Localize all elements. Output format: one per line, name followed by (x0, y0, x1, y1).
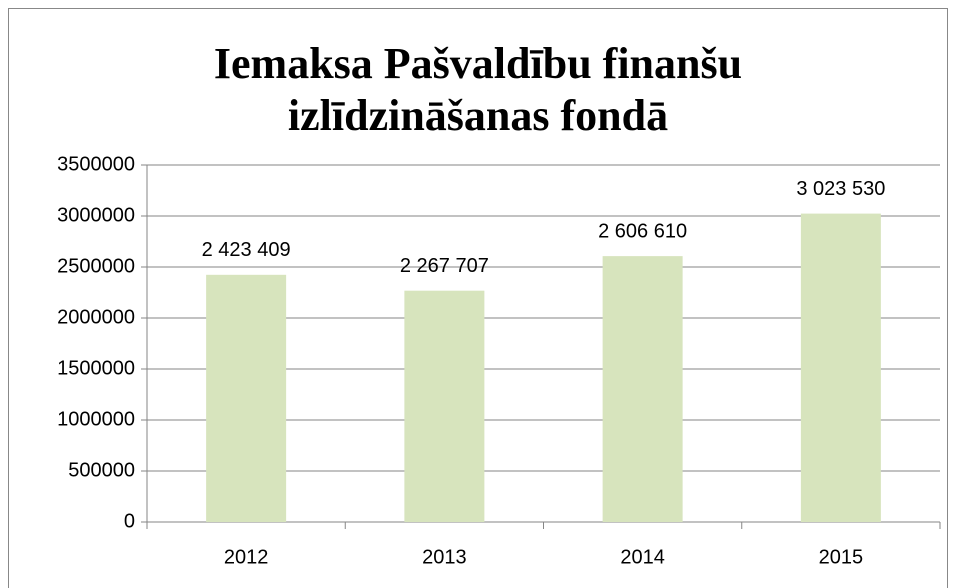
bar (602, 256, 683, 522)
y-tick-label: 3000000 (57, 204, 135, 226)
data-label: 3 023 530 (796, 178, 885, 200)
data-label: 2 423 409 (202, 239, 291, 261)
y-tick-label: 3500000 (57, 153, 135, 175)
y-tick-label: 1000000 (57, 408, 135, 430)
bar (800, 213, 881, 522)
x-tick-label: 2014 (620, 546, 665, 568)
data-label: 2 606 610 (598, 220, 687, 242)
bar (206, 274, 287, 522)
x-tick-label: 2012 (224, 546, 269, 568)
data-label: 2 267 707 (400, 255, 489, 277)
y-tick-label: 1500000 (57, 357, 135, 379)
chart-title: Iemaksa Pašvaldību finanšu izlīdzināšana… (213, 39, 743, 140)
y-tick-label: 500000 (68, 459, 135, 481)
x-tick-label: 2015 (819, 546, 864, 568)
y-tick-label: 2000000 (57, 306, 135, 328)
x-tick-label: 2013 (422, 546, 467, 568)
bar (404, 290, 485, 522)
y-tick-label: 2500000 (57, 255, 135, 277)
chart-frame (8, 8, 948, 588)
y-tick-label: 0 (124, 510, 135, 532)
